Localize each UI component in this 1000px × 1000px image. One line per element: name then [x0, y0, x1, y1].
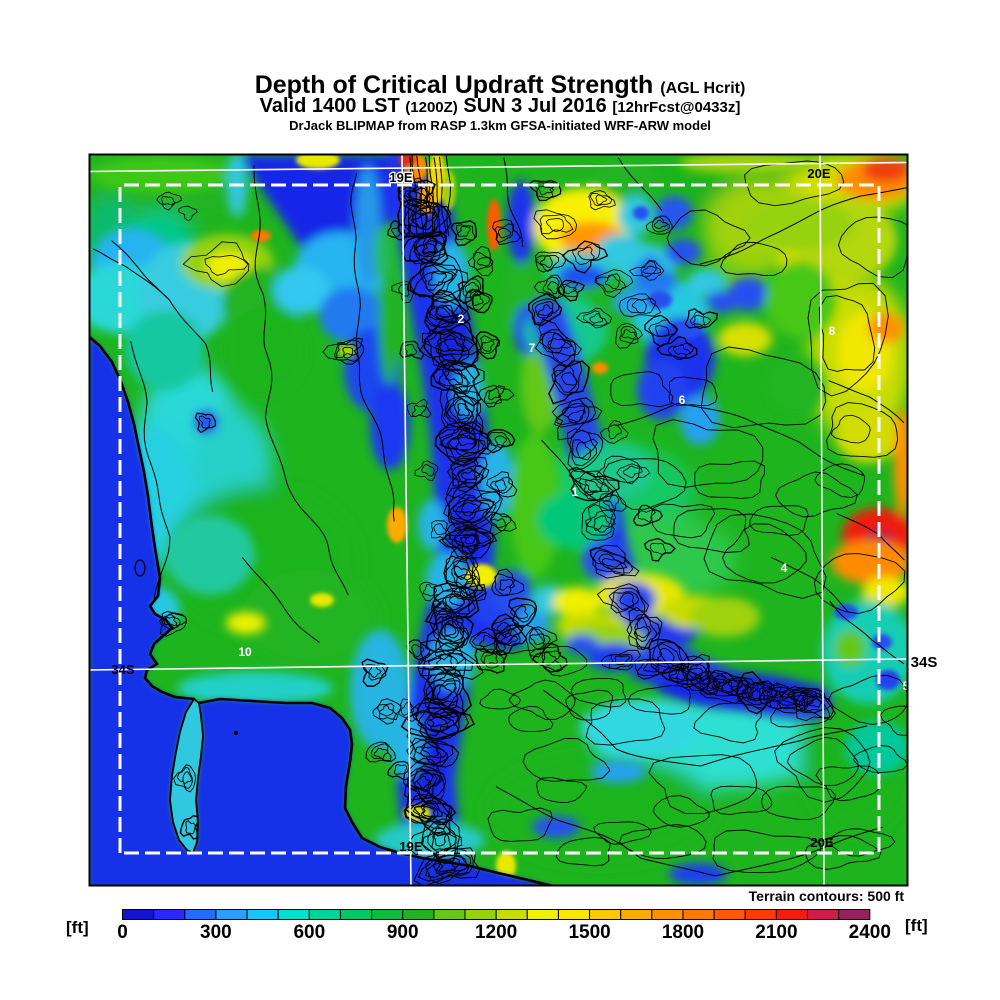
svg-text:5: 5	[903, 679, 910, 693]
svg-text:2: 2	[458, 312, 465, 326]
svg-text:0: 0	[117, 922, 128, 943]
svg-text:1: 1	[572, 485, 579, 499]
svg-text:1200: 1200	[475, 922, 517, 943]
svg-text:7: 7	[529, 341, 536, 355]
svg-text:1500: 1500	[568, 922, 610, 943]
svg-text:10: 10	[238, 645, 252, 659]
svg-text:20E: 20E	[810, 835, 833, 850]
svg-text:19E: 19E	[389, 170, 412, 185]
svg-text:2100: 2100	[755, 922, 797, 943]
svg-text:900: 900	[387, 922, 419, 943]
svg-text:34S: 34S	[911, 654, 938, 671]
svg-text:1800: 1800	[662, 922, 704, 943]
svg-text:6: 6	[679, 393, 686, 407]
svg-text:8: 8	[829, 324, 836, 338]
svg-text:20E: 20E	[807, 166, 830, 181]
svg-text:19E: 19E	[399, 839, 422, 854]
svg-text:[ft]: [ft]	[905, 916, 928, 935]
svg-text:4: 4	[781, 561, 788, 575]
svg-text:[ft]: [ft]	[66, 918, 89, 937]
svg-text:300: 300	[200, 922, 232, 943]
svg-text:2400: 2400	[849, 922, 891, 943]
svg-text:34S: 34S	[111, 662, 134, 677]
svg-text:600: 600	[293, 922, 325, 943]
svg-text:Terrain contours: 500 ft: Terrain contours: 500 ft	[749, 888, 905, 904]
